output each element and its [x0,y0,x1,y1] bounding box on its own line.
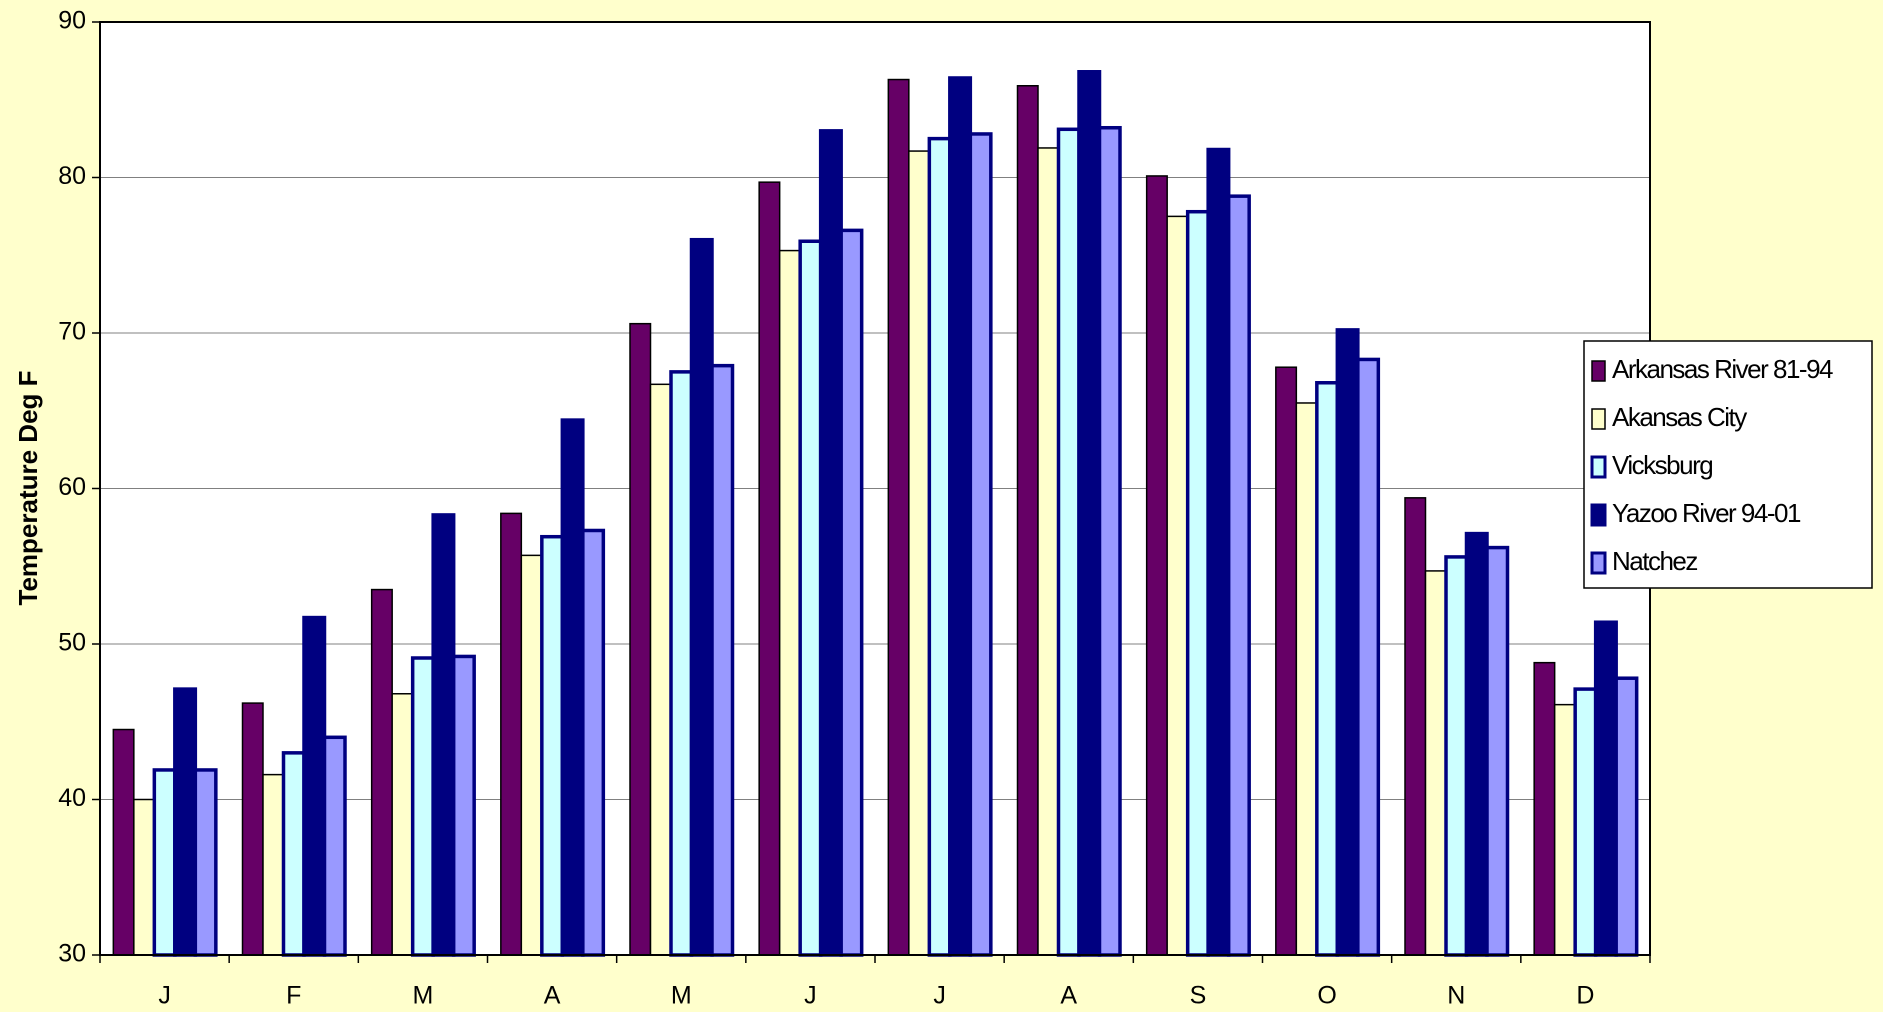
legend-box [1583,340,1873,589]
y-tick-label: 40 [58,784,86,812]
legend-swatch [1590,455,1607,479]
bar [193,768,218,957]
bar [1593,620,1618,957]
bar [1206,147,1231,957]
x-tick-label: J [804,982,817,1010]
x-tick-label: D [1576,982,1594,1010]
bar [322,735,347,957]
bar [1573,687,1598,957]
bar [370,588,393,956]
bar [649,383,672,956]
x-tick-label: S [1190,982,1207,1010]
legend-label: Vicksburg [1612,450,1712,480]
legend-label: Arkansas River 81-94 [1612,354,1833,384]
bar [1016,85,1039,956]
y-tick-label: 60 [58,473,86,501]
x-tick-label: A [1060,982,1077,1010]
bar [241,702,264,956]
y-tick-label: 70 [58,318,86,346]
y-tick-label: 90 [58,7,86,35]
bar [1077,70,1102,957]
bar [1335,328,1360,957]
bar [1295,402,1318,956]
bar [887,78,910,956]
bar [1404,497,1427,956]
x-tick-label: N [1447,982,1465,1010]
legend-swatch [1590,551,1607,575]
legend-swatch [1591,408,1606,430]
bar [112,728,135,956]
bar [1226,194,1251,957]
bar [1315,381,1340,957]
bar [302,615,327,957]
bar [1614,676,1639,957]
bar [451,654,476,957]
legend-swatch [1591,360,1606,382]
bar [1444,555,1469,957]
bar [1037,147,1060,956]
bar [540,534,565,957]
bar [1185,209,1210,957]
bar [262,773,285,956]
y-tick-label: 30 [58,940,86,968]
legend-label: Akansas City [1612,402,1747,432]
x-tick-label: A [544,982,561,1010]
x-tick-label: O [1317,982,1336,1010]
bar [1166,215,1189,956]
bar [560,418,585,957]
y-tick-label: 50 [58,629,86,657]
x-tick-label: J [158,982,171,1010]
y-tick-label: 80 [58,162,86,190]
bar [1424,570,1447,956]
bar [133,798,156,956]
bar [1145,175,1168,956]
bar [520,554,543,956]
x-tick-label: M [413,982,434,1010]
bar [410,656,435,957]
bar [968,132,993,957]
bar [1056,127,1081,957]
bar [948,76,973,957]
bar [818,129,843,957]
bar [391,693,414,956]
bar [778,249,801,956]
bar [281,751,306,957]
bar [758,181,781,956]
bar [431,513,456,957]
bar [173,687,198,957]
bar [1485,545,1510,957]
bar [152,768,177,957]
bar [908,150,931,956]
bar [839,228,864,957]
bar [689,237,714,957]
bar [581,528,606,957]
bar [1464,531,1489,957]
bar [1356,357,1381,957]
bar [629,322,652,956]
legend-swatch [1590,503,1607,527]
bar [927,136,952,957]
x-tick-label: J [933,982,946,1010]
bar [798,239,823,957]
legend-label: Natchez [1612,546,1697,576]
bar [669,370,694,957]
bar [1275,366,1298,956]
y-axis-title: Temperature Deg F [13,370,43,605]
x-tick-label: M [671,982,692,1010]
bar [710,363,735,957]
bar [1097,125,1122,957]
x-tick-label: F [286,982,301,1010]
bar [1533,661,1556,956]
bar [1553,703,1576,956]
bar [500,512,523,956]
legend-label: Yazoo River 94-01 [1612,498,1801,528]
